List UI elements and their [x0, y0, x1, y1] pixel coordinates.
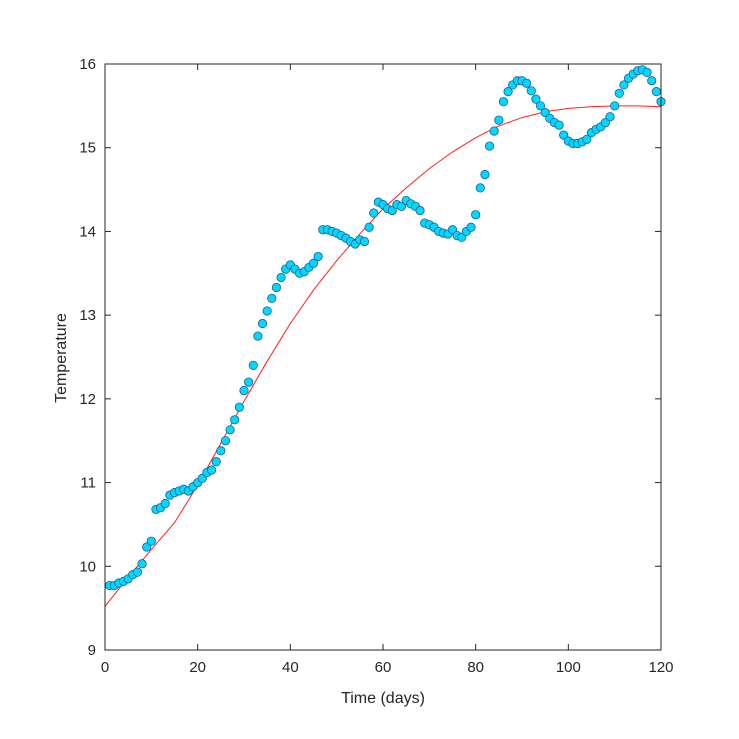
data-point — [610, 101, 620, 111]
y-tick-label: 9 — [88, 642, 96, 659]
x-tick-label: 0 — [101, 659, 109, 676]
data-point — [369, 208, 379, 218]
y-tick-label: 10 — [79, 558, 96, 575]
data-point — [647, 76, 657, 86]
data-point — [498, 97, 509, 107]
data-point — [614, 88, 624, 98]
data-point — [466, 222, 476, 232]
data-point — [313, 251, 323, 262]
data-point — [503, 87, 513, 97]
data-point — [531, 94, 541, 104]
data-point — [132, 567, 143, 577]
x-tick-label: 20 — [189, 659, 206, 676]
data-point — [651, 87, 661, 97]
data-point — [146, 536, 156, 546]
data-point — [253, 331, 263, 341]
data-point — [415, 205, 425, 216]
data-point — [230, 415, 240, 425]
x-tick-label: 100 — [556, 659, 581, 676]
data-point — [262, 306, 272, 316]
data-point — [642, 67, 652, 77]
data-point — [471, 210, 481, 220]
data-point — [619, 80, 629, 90]
data-point — [480, 169, 490, 180]
y-tick-label: 15 — [79, 140, 96, 157]
data-point — [308, 258, 319, 268]
data-point — [522, 78, 532, 88]
data-point — [211, 457, 221, 467]
data-point — [359, 236, 370, 247]
data-point — [234, 402, 244, 412]
x-tick-label: 80 — [467, 659, 484, 676]
axes — [104, 63, 662, 651]
data-point — [257, 318, 268, 329]
data-point — [206, 465, 217, 475]
y-tick-label: 14 — [79, 223, 96, 240]
data-point — [489, 126, 499, 136]
data-point — [225, 425, 235, 435]
data-point — [475, 183, 485, 193]
y-tick-label: 13 — [79, 307, 96, 324]
x-tick-label: 120 — [648, 659, 673, 676]
x-tick-label: 40 — [282, 659, 299, 676]
data-point — [244, 377, 254, 387]
y-tick-label: 12 — [79, 391, 96, 408]
data-point — [276, 272, 286, 283]
y-tick-label: 11 — [80, 475, 96, 492]
y-tick-label: 16 — [79, 56, 96, 73]
data-point — [248, 360, 258, 370]
y-axis-label: Temperature — [53, 313, 70, 403]
data-point — [137, 559, 147, 569]
data-point — [494, 115, 504, 125]
data-point — [160, 498, 170, 509]
data-point — [267, 293, 277, 303]
data-point — [364, 222, 374, 232]
tick-labels: 0 20 40 60 80 100 120 9 10 11 12 13 14 15 16 — [79, 56, 673, 676]
x-axis-label: Time (days) — [341, 690, 425, 707]
data-point — [216, 446, 226, 456]
x-tick-label: 60 — [375, 659, 392, 676]
data-point — [239, 385, 249, 396]
data-point — [220, 436, 231, 446]
plot-area — [104, 65, 666, 607]
data-point — [526, 86, 536, 96]
data-point — [484, 141, 495, 151]
data-point — [605, 112, 615, 122]
data-point — [535, 101, 546, 111]
data-point — [271, 282, 282, 293]
data-point — [554, 120, 564, 130]
data-point — [582, 134, 592, 144]
